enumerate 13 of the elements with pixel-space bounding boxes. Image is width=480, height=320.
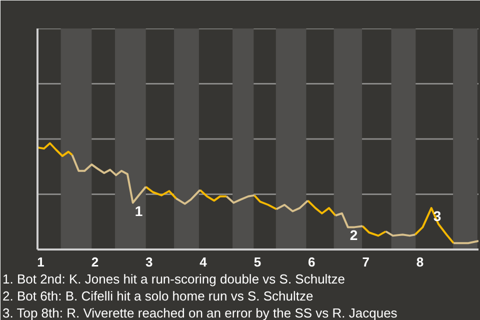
x-tick-label: 8 xyxy=(416,254,424,270)
text: 3. Top 8th: R. Viverette reached on an error by the SS vs R. Jacques xyxy=(2,306,398,320)
x-tick-label: 7 xyxy=(362,254,370,270)
x-tick-label: 4 xyxy=(200,254,208,270)
x-tick-label: 1 xyxy=(37,254,44,270)
annotation: 1 xyxy=(134,202,143,219)
annotation: 2 xyxy=(350,227,358,244)
text: 2. Bot 6th: B. Cifelli hit a solo home run vs S. Schultze xyxy=(2,288,314,304)
x-tick-label: 2 xyxy=(91,254,99,270)
text: 1. Bot 2nd: K. Jones hit a run-scoring double vs S. Schultze xyxy=(2,272,346,286)
x-tick-label: 3 xyxy=(145,254,153,270)
x-tick-label: 5 xyxy=(254,254,262,270)
x-tick-label: 6 xyxy=(308,254,316,270)
